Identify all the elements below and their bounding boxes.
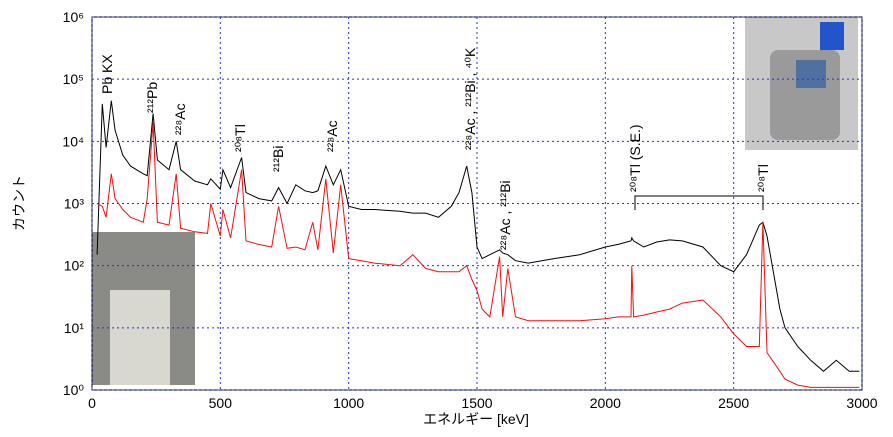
peak-label: ²⁰⁸Tl	[755, 164, 771, 192]
peak-label: ²¹²Bi	[270, 146, 286, 172]
y-tick-label: 10⁶	[63, 9, 84, 25]
peak-label: ²¹²Pb	[144, 82, 160, 113]
x-tick-label: 500	[209, 395, 233, 411]
peak-label: ²²⁸Ac	[172, 103, 188, 135]
peak-label: ²²⁸Ac , ²¹²Bi , ⁴⁰K	[462, 47, 478, 150]
y-tick-label: 10⁰	[63, 382, 85, 398]
spectrum-line	[96, 100, 860, 372]
photo-detector-body	[110, 290, 170, 385]
y-tick-label: 10³	[64, 196, 85, 212]
y-axis-label: カウント	[11, 175, 27, 231]
y-tick-label: 10¹	[64, 320, 85, 336]
spectrum-line	[96, 122, 860, 388]
peak-label: ²⁰⁸Tl (S.E.)	[627, 124, 643, 192]
peak-label: ²²⁸Ac , ²¹²Bi	[497, 180, 513, 250]
x-axis-label: エネルギー [keV]	[423, 411, 529, 427]
photo-device-screen	[796, 60, 826, 88]
peak-label: ²⁰⁸Tl	[232, 124, 248, 152]
x-tick-label: 1500	[461, 395, 492, 411]
x-tick-label: 2500	[718, 395, 749, 411]
x-tick-label: 2000	[590, 395, 621, 411]
peak-label: Pb KX	[99, 54, 115, 94]
peak-label: ²²⁸Ac	[324, 120, 340, 152]
y-tick-label: 10⁵	[63, 71, 84, 87]
y-tick-label: 10²	[64, 258, 85, 274]
x-tick-label: 0	[88, 395, 96, 411]
y-tick-label: 10⁴	[62, 133, 84, 149]
x-tick-label: 3000	[846, 395, 877, 411]
photo-device-cap	[820, 22, 844, 50]
x-tick-label: 1000	[333, 395, 364, 411]
